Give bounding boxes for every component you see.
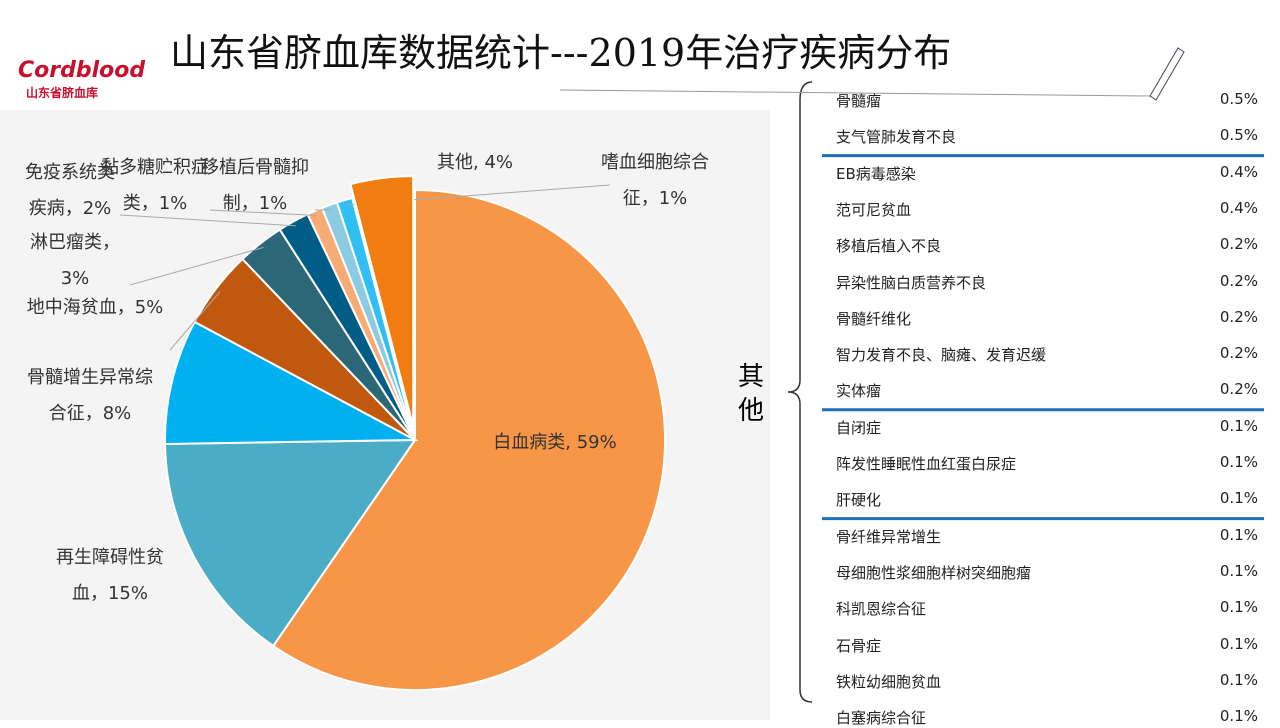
table-row: 母细胞性浆细胞样树突细胞瘤 0.1% (836, 562, 1258, 583)
cell-value: 0.1% (1219, 707, 1258, 726)
cell-name: 骨纤维异常增生 (836, 527, 942, 546)
table-row: 铁粒幼细胞贫血 0.1% (836, 671, 1258, 692)
cell-name: 铁粒幼细胞贫血 (836, 672, 942, 691)
table-row: 自闭症 0.1% (836, 417, 1258, 438)
table-row: 骨纤维异常增生 0.1% (836, 526, 1258, 547)
cell-value: 0.1% (1219, 634, 1258, 653)
cell-name: 骨髓纤维化 (836, 309, 912, 328)
table-row: 骨髓瘤 0.5% (836, 90, 1258, 111)
cell-value: 0.2% (1219, 307, 1258, 326)
table-row: 支气管肺发育不良 0.5% (836, 126, 1258, 147)
cell-value: 0.5% (1219, 90, 1258, 108)
cell-name: 支气管肺发育不良 (836, 128, 957, 147)
logo-brand: Cordblood (18, 58, 146, 83)
cell-name: 实体瘤 (836, 382, 882, 401)
data-label: 免疫系统类疾病，2% (25, 162, 115, 219)
data-label: 黏多糖贮积症类，1% (101, 157, 209, 214)
data-label: 再生障碍性贫血，15% (56, 547, 164, 604)
leader-line (169, 291, 221, 351)
divider (559, 89, 1151, 97)
cell-value: 0.1% (1219, 525, 1258, 544)
pie-slice (164, 438, 417, 648)
cell-value: 0.1% (1219, 670, 1258, 689)
pie-slice (335, 196, 416, 441)
cell-name: 骨髓瘤 (836, 92, 882, 110)
cell-value: 0.2% (1219, 271, 1258, 290)
group-label: 其他 (738, 362, 765, 426)
chart-title: 山东省脐血库数据统计---2019年治疗疾病分布 (170, 31, 952, 75)
table-row: 智力发育不良、脑瘫、发育迟缓 0.2% (836, 344, 1258, 365)
table-row: 肝硬化 0.1% (836, 489, 1258, 510)
cell-value: 0.1% (1219, 453, 1258, 471)
data-label: 移植后骨髓抑制，1% (201, 157, 309, 214)
table-row: EB病毒感染 0.4% (836, 163, 1258, 184)
data-label: 白血病类, 59% (493, 432, 617, 453)
cell-value: 0.2% (1219, 380, 1258, 399)
pie-slice (164, 320, 419, 445)
cell-name: 石骨症 (836, 636, 882, 655)
cell-value: 0.1% (1219, 416, 1258, 435)
cell-name: 自闭症 (836, 418, 882, 437)
pen-icon (1149, 47, 1185, 101)
table-row: 阵发性睡眠性血红蛋白尿症 0.1% (836, 453, 1258, 474)
pie-slice (349, 175, 415, 427)
data-label: 其他, 4% (437, 152, 513, 173)
leader-line (129, 246, 264, 286)
cell-value: 0.1% (1219, 598, 1258, 617)
table-row: 异染性脑白质营养不良 0.2% (836, 272, 1258, 293)
table-row: 骨髓纤维化 0.2% (836, 308, 1258, 329)
table-row: 移植后植入不良 0.2% (836, 235, 1258, 256)
data-label: 淋巴瘤类，3% (30, 232, 120, 289)
bracket (787, 81, 813, 703)
cell-name: 智力发育不良、脑瘫、发育迟缓 (836, 346, 1047, 365)
data-label: 骨髓增生异常综合征，8% (27, 367, 153, 424)
data-label: 嗜血细胞综合征，1% (601, 152, 709, 209)
cell-name: 移植后植入不良 (836, 237, 942, 256)
table-row: 范可尼贫血 0.4% (836, 199, 1258, 220)
cell-name: 肝硬化 (836, 491, 882, 510)
table-row: 实体瘤 0.2% (836, 380, 1258, 401)
table-row: 石骨症 0.1% (836, 635, 1258, 656)
cell-name: 异染性脑白质营养不良 (836, 273, 987, 292)
cell-value: 0.2% (1219, 344, 1258, 363)
cell-value: 0.1% (1219, 561, 1258, 580)
cell-name: 范可尼贫血 (836, 200, 912, 219)
cell-name: 阵发性睡眠性血红蛋白尿症 (836, 455, 1017, 473)
cell-value: 0.4% (1219, 162, 1258, 181)
cell-value: 0.5% (1219, 126, 1258, 145)
logo-subtitle: 山东省脐血库 (26, 86, 99, 100)
cell-name: EB病毒感染 (836, 164, 916, 183)
cell-name: 科凯恩综合征 (836, 600, 927, 619)
cell-name: 白塞病综合征 (836, 709, 927, 728)
table-row: 白塞病综合征 0.1% (836, 707, 1258, 728)
data-label: 地中海贫血，5% (26, 297, 164, 318)
leader-line (209, 209, 317, 217)
leader-line (119, 214, 296, 227)
cell-value: 0.4% (1219, 198, 1258, 217)
table-row: 科凯恩综合征 0.1% (836, 598, 1258, 619)
cell-value: 0.2% (1219, 235, 1258, 254)
pie-slice (271, 188, 666, 691)
cell-value: 0.1% (1219, 489, 1258, 508)
cell-name: 母细胞性浆细胞样树突细胞瘤 (836, 563, 1032, 582)
